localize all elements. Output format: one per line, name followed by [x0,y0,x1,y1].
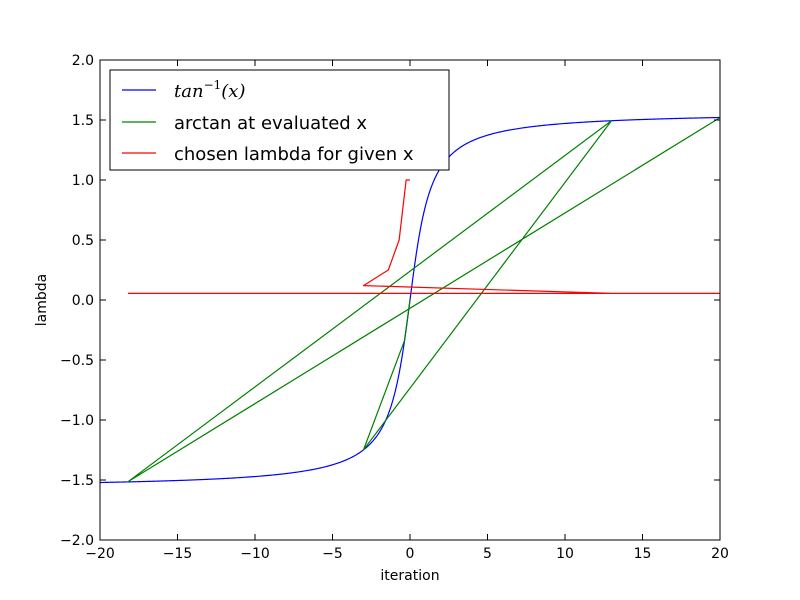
legend-label-arctan-name: tan [174,81,204,102]
y-axis-label: lambda [34,274,50,326]
ticks-layer: −20 −15 −10 −5 0 5 10 15 20 −2.0 −1.5 −1.0 −0.5 0.0 0.… [60,53,729,562]
x-tick-label: −15 [163,546,193,562]
y-tick-label: −1.5 [60,473,94,489]
x-tick-label: 5 [483,546,492,562]
legend: tan−1(x) arctan at evaluated x chosen la… [109,69,450,171]
legend-box [109,69,450,171]
legend-label-arctan-evaluated: arctan at evaluated x [174,113,367,134]
legend-label-arctan-suffix: (x) [221,81,245,102]
y-tick-label: 0.0 [72,293,94,309]
y-tick-label: −2.0 [60,533,94,549]
x-tick-label: −10 [240,546,270,562]
x-tick-label: 15 [634,546,652,562]
y-tick-label: −0.5 [60,353,94,369]
series-layer [100,116,720,484]
x-tick-label: 10 [556,546,574,562]
y-tick-label: 2.0 [72,53,94,69]
legend-label-arctan-curve: tan−1(x) [174,78,245,102]
x-tick-label: −5 [322,546,343,562]
x-tick-label: 20 [711,546,729,562]
legend-label-arctan-sup: −1 [204,78,222,92]
y-tick-label: 0.5 [72,233,94,249]
series-line-2 [127,179,720,294]
x-tick-label: −20 [85,546,115,562]
series-line-1 [127,116,720,483]
x-tick-label: 0 [406,546,415,562]
y-tick-label: 1.5 [72,113,94,129]
y-tick-label: −1.0 [60,413,94,429]
x-axis-label: iteration [380,568,439,584]
legend-label-chosen-lambda: chosen lambda for given x [174,144,414,165]
y-tick-label: 1.0 [72,173,94,189]
